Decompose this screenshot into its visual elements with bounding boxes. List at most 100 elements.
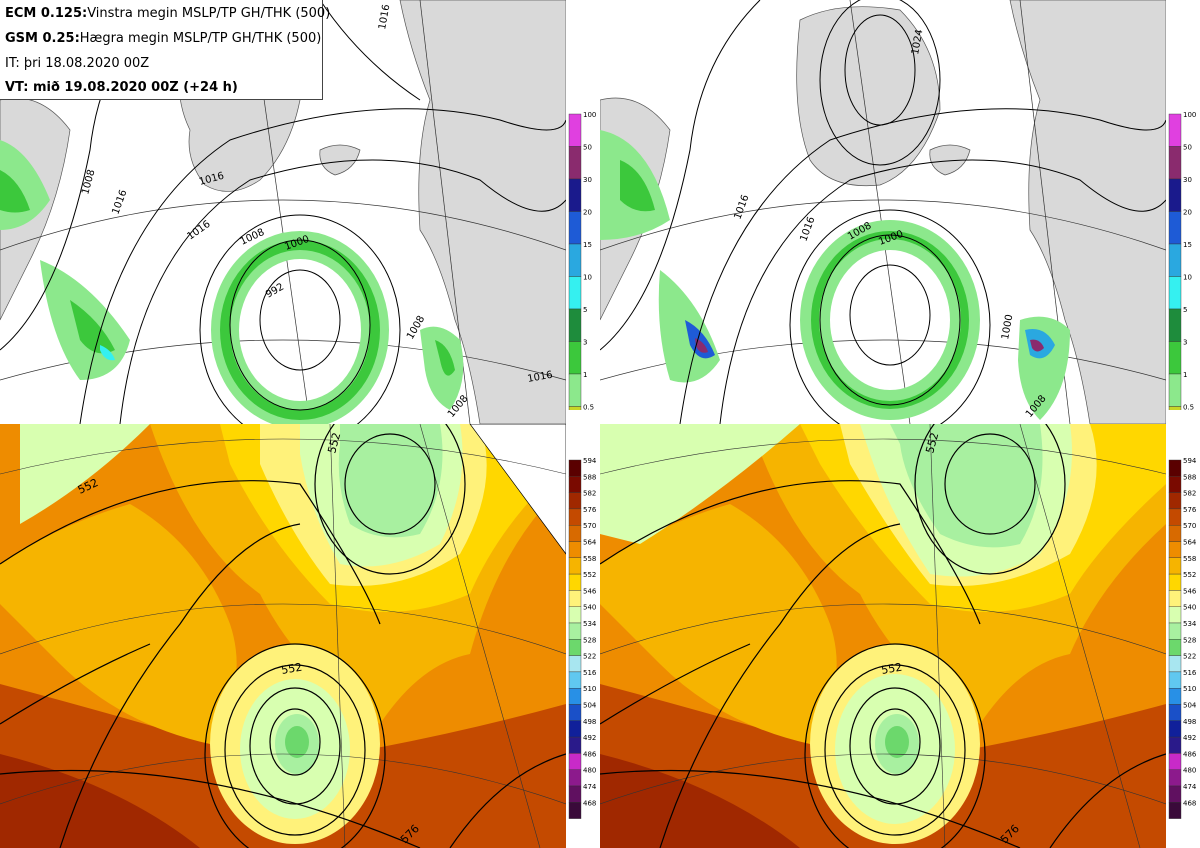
- colorbar-swatch: [1168, 687, 1182, 705]
- colorbar-swatch: [1168, 341, 1182, 375]
- gsm-model-line: GSM 0.25:Hægra megin MSLP/TP GH/THK (500…: [5, 31, 322, 46]
- colorbar-label: 564: [1183, 539, 1197, 547]
- colorbar-label: 468: [583, 799, 596, 807]
- ecm-gh-thickness-map: 552 552 552 576: [0, 424, 566, 848]
- colorbar-label: 570: [583, 522, 596, 530]
- colorbar-swatch: [1168, 146, 1182, 180]
- greenland-land: [796, 6, 941, 186]
- colorbar-label: 588: [583, 473, 596, 481]
- colorbar-swatch: [1168, 557, 1182, 575]
- colorbar-label: 558: [1183, 555, 1196, 563]
- colorbar-swatch: [568, 178, 582, 212]
- colorbar-label: 5: [583, 306, 587, 314]
- colorbar-label: 20: [583, 209, 592, 217]
- precip-colorbar-svg: 100 50 30 20 15 10 5 3 1 0.5: [568, 111, 596, 411]
- colorbar-swatch: [568, 211, 582, 245]
- colorbar-label: 0.5: [1183, 404, 1194, 411]
- colorbar-label: 3: [583, 339, 587, 347]
- colorbar-label: 486: [583, 750, 597, 758]
- colorbar-swatch: [1168, 671, 1182, 689]
- colorbar-label: 3: [1183, 339, 1187, 347]
- initial-time-line: IT: þri 18.08.2020 00Z: [5, 56, 150, 71]
- ecm-gh-thickness-svg: 552 552 552 576: [0, 424, 566, 848]
- colorbar-label: 50: [1183, 144, 1192, 152]
- colorbar-label: 30: [583, 176, 592, 184]
- colorbar-label: 558: [583, 555, 596, 563]
- colorbar-swatch: [568, 606, 582, 624]
- europe-land: [399, 0, 566, 424]
- colorbar-label: 516: [583, 669, 597, 677]
- colorbar-swatch: [1168, 276, 1182, 310]
- colorbar-swatch: [568, 459, 582, 477]
- colorbar-swatch: [1168, 720, 1182, 738]
- colorbar-label: 582: [1183, 490, 1196, 498]
- colorbar-label: 498: [583, 718, 596, 726]
- colorbar-swatch: [568, 524, 582, 542]
- colorbar-label: 15: [1183, 241, 1192, 249]
- colorbar-label: 100: [583, 111, 596, 119]
- thickness-colorbar-svg: 594 588 582 576 570 564 558 552 546 540 534 528 522 5…: [568, 457, 597, 819]
- colorbar-label: 594: [583, 457, 597, 465]
- colorbar-swatch: [568, 113, 582, 147]
- colorbar-label: 588: [1183, 473, 1196, 481]
- colorbar-swatch: [1168, 211, 1182, 245]
- colorbar-label: 0.5: [583, 404, 594, 411]
- colorbar-swatch: [1168, 785, 1182, 803]
- colorbar-swatch: [1168, 476, 1182, 493]
- colorbar-label: 498: [1183, 718, 1196, 726]
- colorbar-label: 1: [583, 371, 587, 379]
- colorbar-swatch: [1168, 639, 1182, 656]
- colorbar-label: 528: [583, 636, 596, 644]
- colorbar-label: 480: [1183, 767, 1196, 775]
- colorbar-swatch: [568, 802, 582, 819]
- colorbar-swatch: [568, 720, 582, 738]
- ecm-model-line: ECM 0.125:Vinstra megin MSLP/TP GH/THK (…: [5, 6, 331, 21]
- colorbar-label: 516: [1183, 669, 1197, 677]
- colorbar-swatch: [568, 639, 582, 656]
- colorbar-label: 576: [583, 506, 597, 514]
- colorbar-swatch: [568, 785, 582, 803]
- colorbar-swatch: [568, 146, 582, 180]
- colorbar-label: 540: [583, 604, 596, 612]
- colorbar-label: 30: [1183, 176, 1192, 184]
- colorbar-label: 15: [583, 241, 592, 249]
- colorbar-swatch: [1168, 492, 1182, 510]
- colorbar-swatch: [568, 655, 582, 673]
- gsm-gh-thickness-map: 552 552 576: [600, 424, 1166, 848]
- colorbar-swatch: [568, 373, 582, 407]
- iceland-land: [319, 144, 361, 176]
- colorbar-label: 480: [583, 767, 596, 775]
- precip-band-east: [420, 326, 464, 410]
- gsm-mslp-precip-svg: 1024 1016 1016 1008 1000 1000 1008: [600, 0, 1166, 424]
- europe-land: [1009, 0, 1166, 424]
- colorbar-label: 474: [583, 783, 597, 791]
- gh-label: 552: [880, 661, 903, 677]
- colorbar-label: 50: [583, 144, 592, 152]
- colorbar-swatch: [568, 671, 582, 689]
- colorbar-label: 528: [1183, 636, 1196, 644]
- isobar-label: 1016: [377, 4, 392, 31]
- gh-label: 552: [280, 661, 303, 677]
- colorbar-swatch: [1168, 373, 1182, 407]
- colorbar-swatch: [1168, 178, 1182, 212]
- colorbar-label: 546: [1183, 587, 1197, 595]
- colorbar-swatch: [568, 557, 582, 575]
- colorbar-swatch: [1168, 606, 1182, 624]
- gh-label: 552: [325, 431, 343, 455]
- colorbar-label: 20: [1183, 209, 1192, 217]
- colorbar-swatch: [568, 243, 582, 277]
- precip-colorbar: 100 50 30 20 15 10 5 3 1 0.5: [1166, 110, 1198, 410]
- colorbar-swatch: [568, 769, 582, 787]
- colorbar-label: 534: [1183, 620, 1197, 628]
- colorbar-label: 564: [583, 539, 597, 547]
- colorbar-label: 492: [583, 734, 596, 742]
- colorbar-swatch: [1168, 769, 1182, 787]
- colorbar-label: 594: [1183, 457, 1197, 465]
- colorbar-swatch: [568, 406, 582, 410]
- colorbar-swatch: [1168, 113, 1182, 147]
- colorbar-swatch: [1168, 622, 1182, 640]
- colorbar-label: 522: [583, 653, 596, 661]
- colorbar-swatch: [1168, 541, 1182, 558]
- colorbar-label: 576: [1183, 506, 1197, 514]
- colorbar-label: 474: [1183, 783, 1197, 791]
